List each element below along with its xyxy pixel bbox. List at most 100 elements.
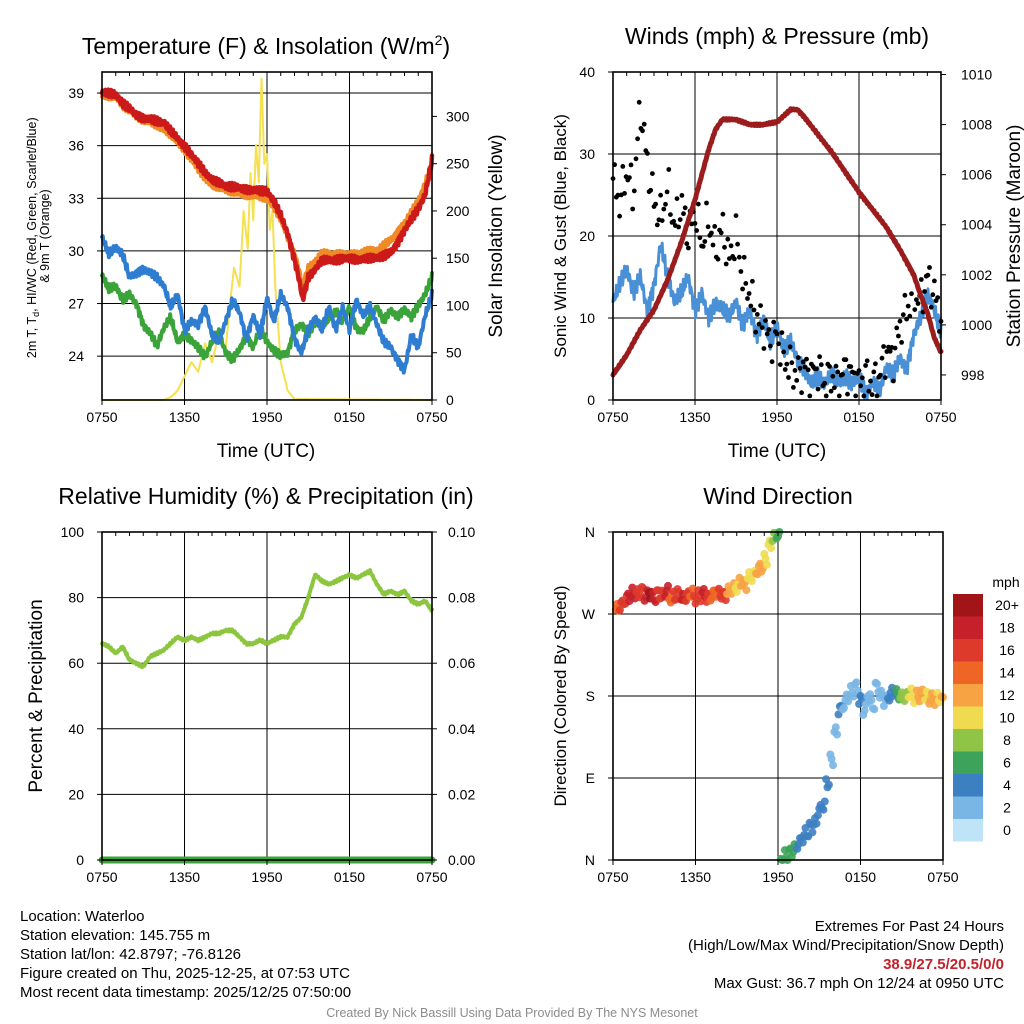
gust-point	[650, 171, 655, 177]
gust-point	[789, 360, 795, 366]
temperature-x-tick-label: 0750	[86, 409, 117, 425]
wind-direction-point	[767, 544, 776, 553]
colorbar-label: 10	[999, 710, 1015, 726]
pressure-y-tick-label: 1010	[961, 67, 992, 83]
temperature-y-tick-label: 27	[68, 296, 84, 312]
gust-point	[869, 392, 875, 398]
wind-direction-x-tick-label: 0750	[597, 869, 628, 885]
wind-direction-point	[813, 811, 822, 820]
wind-direction-point	[860, 706, 869, 715]
wind-direction-point	[849, 692, 858, 701]
winds-x-axis-label: Time (UTC)	[728, 441, 827, 462]
gust-point	[681, 211, 686, 217]
gust-point	[736, 254, 742, 260]
gust-point	[738, 269, 744, 274]
gust-point	[754, 312, 760, 317]
gust-point	[784, 361, 790, 367]
precip-y-tick-label: 0.10	[448, 524, 475, 540]
gust-point	[695, 201, 701, 207]
gust-point	[725, 236, 731, 242]
temperature-panel-title: Temperature (F) & Insolation (W/m2)	[82, 32, 450, 59]
insolation-y-tick-label: 150	[446, 250, 470, 266]
gust-point	[822, 380, 827, 386]
humidity-panel-title: Relative Humidity (%) & Precipitation (i…	[58, 483, 473, 509]
gust-point	[659, 218, 665, 224]
winds-panel-title: Winds (mph) & Pressure (mb)	[625, 23, 929, 49]
gust-point	[830, 373, 836, 379]
gust-point	[861, 393, 867, 399]
humidity-x-tick-label: 0150	[334, 869, 365, 885]
pressure-y-axis-label: Station Pressure (Maroon)	[1004, 125, 1024, 348]
gust-point	[907, 313, 913, 319]
insolation-y-tick-label: 50	[446, 345, 462, 361]
gust-point	[666, 167, 672, 172]
temperature-x-axis-label: Time (UTC)	[217, 441, 316, 462]
gust-point	[686, 245, 691, 251]
temperature-series-heat-index-wind-chill	[100, 234, 434, 375]
winds-x-tick-label: 0750	[925, 409, 956, 425]
precip-y-tick-label: 0.02	[448, 786, 475, 802]
humidity-x-tick-label: 1950	[251, 869, 282, 885]
gust-point	[922, 289, 927, 294]
gust-point	[881, 344, 886, 349]
gust-point	[894, 325, 900, 331]
humidity-y-tick-label: 0	[76, 852, 84, 868]
pressure-y-tick-label: 998	[961, 367, 985, 383]
precip-y-tick-label: 0.06	[448, 655, 475, 671]
insolation-y-tick-label: 100	[446, 297, 470, 313]
gust-point	[674, 196, 680, 202]
gust-point	[663, 201, 668, 207]
humidity-y-tick-label: 60	[68, 655, 84, 671]
winds-y-tick-label: 20	[579, 228, 595, 244]
gust-point	[712, 224, 718, 229]
temperature-y-tick-label: 36	[68, 138, 84, 154]
wind-direction-x-tick-label: 0750	[927, 869, 958, 885]
wind-direction-point	[824, 780, 833, 789]
colorbar-label: 20+	[995, 597, 1019, 613]
gust-point	[751, 307, 757, 313]
gust-point	[728, 243, 734, 249]
gust-point	[715, 256, 721, 262]
gust-point	[746, 291, 752, 296]
wind-direction-point	[732, 587, 741, 596]
pressure-y-tick-label: 1006	[961, 167, 992, 183]
wind-direction-point	[798, 838, 807, 847]
gust-point	[828, 388, 834, 394]
wind-direction-x-tick-label: 1950	[762, 869, 793, 885]
gust-point	[843, 357, 849, 363]
gust-point	[818, 362, 824, 368]
gust-point	[873, 361, 878, 367]
wind-direction-point	[742, 586, 751, 595]
gust-point	[722, 244, 727, 250]
wind-direction-point	[870, 705, 879, 714]
gust-point	[782, 367, 788, 372]
gust-point	[799, 390, 804, 396]
wind-direction-point	[819, 805, 828, 814]
pressure-y-tick-label: 1008	[961, 117, 992, 133]
extremes-info: Extremes For Past 24 Hours (High/Low/Max…	[544, 917, 1004, 993]
gust-point	[771, 319, 777, 325]
gust-point	[748, 303, 754, 309]
insolation-y-tick-label: 0	[446, 392, 454, 408]
gust-point	[763, 318, 768, 323]
wind-direction-point	[808, 828, 817, 837]
gust-point	[795, 355, 801, 360]
pressure-y-tick-label: 1000	[961, 317, 992, 333]
gust-point	[750, 278, 755, 284]
gust-point	[761, 346, 767, 351]
winds-x-tick-label: 1350	[679, 409, 710, 425]
gust-point	[925, 272, 931, 278]
gust-point	[807, 393, 813, 399]
gust-point	[802, 364, 808, 370]
colorbar-swatch	[953, 661, 983, 684]
gust-point	[859, 375, 865, 381]
gust-point	[702, 239, 708, 244]
wind-direction-point	[831, 723, 840, 732]
wind-direction-y-tick-label: W	[582, 606, 596, 622]
temperature-series-2m-temperature	[99, 87, 435, 303]
gust-point	[733, 213, 739, 219]
gust-point	[800, 359, 806, 365]
max-gust: Max Gust: 36.7 mph On 12/24 at 0950 UTC	[713, 975, 1004, 992]
wind-direction-point	[820, 797, 829, 806]
temperature-y-tick-label: 33	[68, 190, 84, 206]
